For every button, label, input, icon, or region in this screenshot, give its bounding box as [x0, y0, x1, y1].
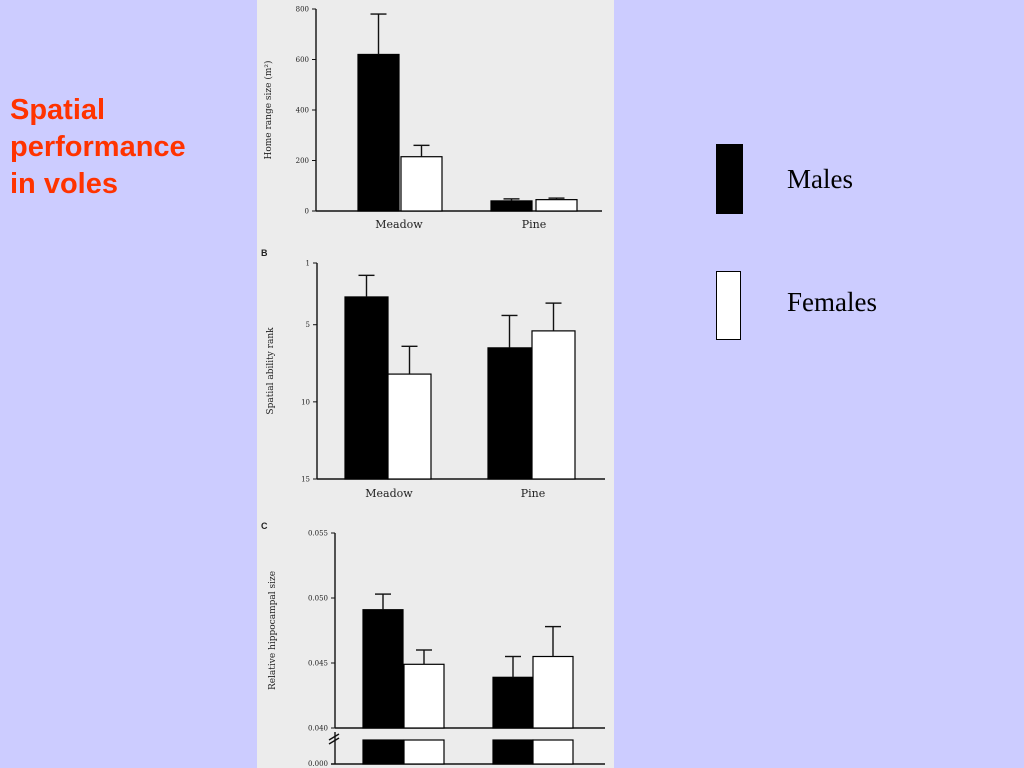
- bar-males-c: [492, 676, 534, 729]
- panel-letter-c: C: [261, 521, 268, 531]
- y-tick-label-b: 1: [306, 260, 310, 268]
- bar-females-b: [531, 330, 576, 480]
- bar-males-a: [357, 53, 400, 212]
- bar-females-a: [535, 199, 578, 212]
- bar-females-c: [532, 655, 574, 729]
- y-tick-label-c: 0.040: [308, 725, 328, 733]
- axis-break-label: 0.000: [308, 760, 328, 768]
- axis-break-mark: [328, 737, 340, 745]
- y-tick-label-c: 0.045: [308, 660, 328, 668]
- category-label-b: Meadow: [365, 487, 413, 500]
- category-label-b: Pine: [521, 487, 546, 500]
- y-axis-label-b: Spatial ability rank: [266, 327, 276, 415]
- y-axis-label-a: Home range size (m²): [263, 61, 274, 160]
- bar-stub-males: [362, 739, 404, 765]
- category-label-a: Meadow: [375, 218, 423, 231]
- bar-males-b: [487, 347, 532, 480]
- slide-title: Spatial performance in voles: [10, 94, 186, 200]
- y-tick-label-c: 0.055: [308, 530, 328, 538]
- axis-break-mark: [328, 733, 340, 741]
- y-tick-label-b: 5: [306, 321, 310, 329]
- y-axis-label-c: Relative hippocampal size: [268, 571, 278, 690]
- y-tick-label-b: 15: [301, 476, 310, 484]
- legend-females-swatch: [716, 271, 741, 340]
- bar-females-b: [387, 373, 432, 480]
- legend-males-label: Males: [787, 164, 853, 194]
- legend-males-swatch: [716, 144, 743, 214]
- y-tick-label-b: 10: [301, 398, 310, 406]
- panel-letter-b: B: [261, 248, 268, 258]
- bar-stub-females: [403, 739, 445, 765]
- chart-panel-a: 0 200 400 600 800 Home range size (m²) Meadow P…: [263, 6, 602, 231]
- y-tick-label-a: 0: [305, 208, 309, 216]
- bar-females-c: [403, 663, 445, 729]
- y-tick-label-c: 0.050: [308, 595, 328, 603]
- y-tick-label-a: 600: [296, 56, 309, 64]
- y-tick-label-a: 800: [296, 6, 309, 14]
- bar-females-a: [400, 156, 443, 212]
- category-label-a: Pine: [522, 218, 547, 231]
- figure-svg: 0 200 400 600 800 Home range size (m²) Meadow P…: [261, 6, 605, 768]
- y-tick-label-a: 400: [296, 107, 309, 115]
- bar-stub-females: [532, 739, 574, 765]
- vole-figure: 0 200 400 600 800 Home range size (m²) Meadow P…: [257, 0, 614, 768]
- chart-panel-c: C 0.040 0.045 0.050 0.055 Relative hippocampa…: [261, 521, 605, 768]
- bar-males-a: [490, 200, 533, 212]
- legend-females-label: Females: [787, 287, 877, 317]
- bar-stub-males: [492, 739, 534, 765]
- bar-males-b: [344, 296, 389, 480]
- y-tick-label-a: 200: [296, 157, 309, 165]
- bar-males-c: [362, 609, 404, 729]
